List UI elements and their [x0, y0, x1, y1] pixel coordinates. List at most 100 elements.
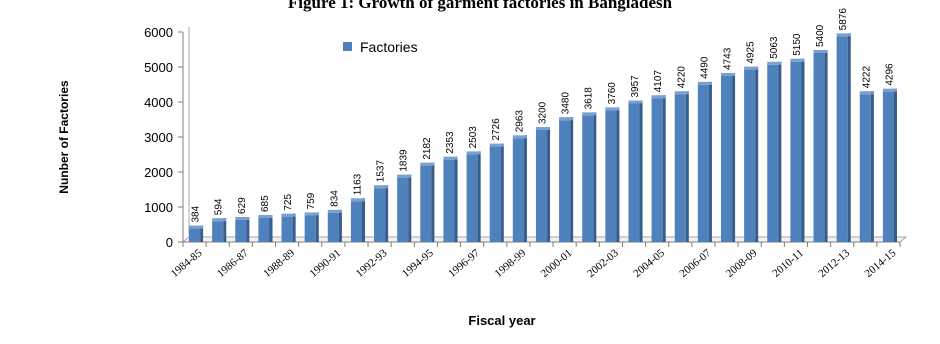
x-axis-tick-label: 1998-99 [492, 247, 528, 280]
bar-top [813, 50, 828, 53]
bar [397, 177, 409, 242]
bar-side [362, 198, 366, 242]
bar-top [304, 212, 319, 216]
x-axis-tick-label: 2012-13 [816, 247, 852, 280]
x-axis-tick-label: 1996-97 [446, 247, 482, 280]
bar-side [662, 95, 666, 242]
x-axis-tick-label: 2010-11 [770, 247, 805, 280]
bar [582, 115, 594, 242]
bar-top [374, 185, 389, 189]
bar-side [431, 162, 435, 242]
data-label: 5876 [838, 8, 849, 31]
bar [374, 188, 386, 242]
bar-top [628, 100, 643, 104]
data-label: 2353 [445, 131, 456, 154]
bar-side [246, 216, 250, 242]
y-axis-tick-label: 0 [166, 235, 173, 250]
data-label: 685 [260, 195, 271, 212]
bar-top [582, 112, 597, 116]
bar [512, 138, 524, 242]
bar-side [870, 91, 874, 242]
bar-side [778, 61, 782, 242]
bar [744, 69, 756, 242]
bar [651, 98, 663, 242]
bar-top [605, 107, 620, 111]
bar-side [801, 58, 805, 242]
bar-top [559, 117, 574, 121]
bar [327, 212, 339, 242]
data-label: 2963 [514, 110, 525, 133]
data-label: 3480 [561, 92, 572, 115]
bar [767, 64, 779, 242]
data-label: 3957 [630, 75, 641, 98]
bar-side [385, 185, 389, 242]
bar-side [732, 72, 736, 243]
bar [836, 36, 848, 243]
data-label: 4925 [746, 41, 757, 64]
data-label: 2182 [422, 137, 433, 160]
data-label: 834 [329, 190, 340, 207]
bar [697, 84, 709, 242]
bar-top [697, 81, 712, 85]
bar [350, 201, 363, 242]
y-axis-tick-label: 1000 [144, 200, 173, 215]
bar-top [466, 151, 481, 155]
data-label: 4296 [884, 63, 895, 86]
data-label: 759 [306, 192, 317, 209]
bar-side [685, 91, 689, 242]
bar-top [281, 213, 296, 217]
bar-side [338, 209, 342, 242]
data-label: 5400 [815, 24, 826, 47]
bar-top [512, 135, 527, 139]
y-axis-tick-label: 6000 [144, 25, 173, 40]
bar-side [500, 143, 504, 242]
x-axis-tick-label: 2002-03 [585, 247, 621, 280]
data-label: 4743 [723, 47, 734, 70]
bar-top [836, 33, 851, 37]
bar-side [269, 215, 273, 242]
bar-side [755, 66, 759, 242]
data-label: 5063 [769, 36, 780, 59]
data-label: 2503 [468, 126, 479, 149]
legend-label: Factories [360, 39, 418, 55]
bar-side [477, 151, 481, 242]
bar-top [212, 218, 227, 222]
bar-side [893, 88, 897, 242]
bar-top [767, 61, 782, 65]
bar-side [824, 50, 828, 242]
bar [882, 91, 894, 242]
bar-top [744, 66, 759, 70]
bar-side [408, 174, 412, 242]
bar [189, 228, 201, 242]
x-axis-tick-label: 1984-85 [169, 247, 205, 280]
y-axis-tick-label: 4000 [144, 95, 173, 110]
bar [605, 110, 617, 243]
bar [559, 120, 571, 242]
bar [674, 94, 686, 242]
x-axis-title: Fiscal year [468, 313, 535, 328]
data-label: 1163 [352, 173, 363, 195]
bar-top [397, 174, 412, 178]
bar [813, 53, 825, 242]
bar [304, 215, 316, 242]
bar [443, 159, 455, 242]
data-label: 384 [191, 205, 202, 222]
x-axis-tick-label: 2008-09 [724, 247, 760, 280]
bar-top [350, 198, 366, 202]
bar-side [223, 218, 227, 242]
bar [258, 218, 270, 242]
x-axis-tick-label: 2014-15 [863, 247, 899, 280]
x-axis-tick-label: 2000-01 [539, 247, 575, 280]
y-axis-tick-label: 2000 [144, 165, 173, 180]
data-label: 1537 [376, 160, 387, 183]
bar-side [639, 100, 643, 242]
data-label: 3760 [607, 82, 618, 105]
bar-side [847, 33, 851, 243]
data-label: 4107 [653, 70, 664, 93]
x-axis-tick-label: 2004-05 [631, 247, 667, 280]
bar-side [454, 156, 458, 242]
x-axis-tick-label: 1988-89 [261, 247, 297, 280]
bar-top [859, 91, 874, 95]
